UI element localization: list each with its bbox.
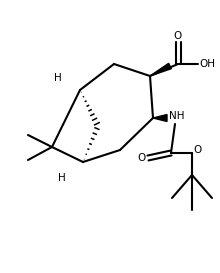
Text: H: H [58, 173, 66, 183]
Text: OH: OH [199, 59, 215, 69]
Polygon shape [150, 63, 171, 76]
Text: H: H [54, 73, 62, 83]
Text: O: O [194, 145, 202, 155]
Text: O: O [174, 31, 182, 41]
Polygon shape [153, 114, 167, 121]
Text: O: O [138, 153, 146, 163]
Text: NH: NH [169, 111, 185, 121]
